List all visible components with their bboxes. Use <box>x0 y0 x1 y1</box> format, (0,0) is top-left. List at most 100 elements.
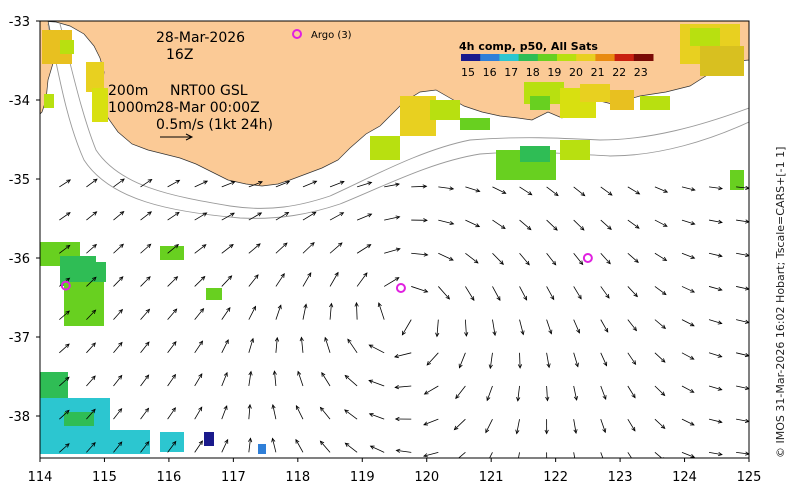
current-vector-head <box>632 460 635 464</box>
current-vector-head <box>257 212 263 217</box>
current-vector-head <box>344 374 350 380</box>
lat-tick-label: -36 <box>9 252 30 267</box>
current-vector-head <box>252 305 256 311</box>
current-vector <box>402 319 412 336</box>
current-vector <box>459 352 466 368</box>
current-vector-head <box>576 328 581 334</box>
current-vector-head <box>202 212 208 217</box>
current-vector-head <box>394 277 400 282</box>
current-vector <box>708 252 723 257</box>
argo-float-markers <box>60 253 593 294</box>
current-vector-head <box>603 361 608 367</box>
current-vector <box>194 407 203 420</box>
current-vector <box>86 342 96 354</box>
current-vector <box>394 352 412 358</box>
current-vector-head <box>690 187 696 192</box>
current-vector <box>438 219 454 225</box>
current-vector-head <box>223 405 228 410</box>
current-vector-head <box>92 211 98 216</box>
current-vector <box>546 186 559 196</box>
current-vector <box>546 352 550 368</box>
current-vector-head <box>198 440 203 446</box>
current-vector-head <box>146 276 151 281</box>
current-vector <box>573 219 585 231</box>
current-vector-head <box>717 353 723 358</box>
current-vector <box>654 418 666 429</box>
current-vector-head <box>578 260 584 266</box>
current-vector-head <box>689 388 695 393</box>
current-vector <box>329 212 344 221</box>
current-vector-head <box>377 302 382 308</box>
current-vector <box>194 180 208 188</box>
current-vector <box>465 186 480 192</box>
sst-colorbar-swatches <box>461 54 654 61</box>
current-vector-head <box>486 461 489 465</box>
current-vector <box>384 248 401 254</box>
current-vector-head <box>147 211 152 216</box>
current-vector <box>573 419 577 434</box>
current-vector <box>489 352 493 369</box>
current-vector-head <box>455 394 460 400</box>
current-vector-head <box>660 424 666 430</box>
current-vector <box>654 219 668 227</box>
current-vector <box>519 186 532 196</box>
current-vector-head <box>423 218 428 223</box>
current-vector <box>573 286 582 300</box>
current-vector-head <box>631 426 636 432</box>
current-vector-head <box>662 222 668 227</box>
current-vector <box>600 286 610 299</box>
current-vectors <box>59 178 749 467</box>
current-vector-head <box>311 211 317 216</box>
current-vector <box>248 274 259 287</box>
sst-colorbar-tick: 21 <box>591 66 605 79</box>
current-vector-head <box>475 188 481 193</box>
current-vector-head <box>118 308 123 314</box>
current-vector-head <box>295 404 300 410</box>
current-vector <box>489 452 493 458</box>
sst-patches <box>40 24 744 454</box>
argo-legend-label: Argo (3) <box>311 30 352 41</box>
current-vector <box>627 385 636 398</box>
current-vector <box>627 219 640 229</box>
current-vector-head <box>230 212 235 217</box>
current-vector-head <box>117 441 123 447</box>
sst-colorbar-swatch <box>614 54 635 61</box>
current-vector <box>654 186 668 193</box>
current-vector-head <box>458 363 463 369</box>
current-vector-head <box>118 341 123 347</box>
current-vector-head <box>690 254 696 259</box>
current-vector <box>86 309 96 320</box>
current-vector <box>356 182 372 188</box>
sst-colorbar-title: 4h comp, p50, All Sats <box>459 40 598 53</box>
sst-colorbar-tick: 20 <box>569 66 583 79</box>
current-vector-head <box>527 191 533 196</box>
current-vector-head <box>499 260 504 265</box>
current-vector-head <box>453 425 459 431</box>
current-vector <box>167 244 179 254</box>
current-vector <box>736 186 749 189</box>
current-vector-head <box>368 379 374 384</box>
current-vector <box>59 410 70 420</box>
current-vector-head <box>297 370 302 376</box>
current-vector <box>492 252 504 265</box>
current-vector <box>423 418 439 426</box>
latitude-axis: -33 -34 -35 -36 -37 -38 <box>9 15 40 425</box>
lat-tick-label: -34 <box>9 94 30 109</box>
current-vector <box>424 385 439 395</box>
current-vector-head <box>203 180 209 185</box>
lon-tick-label: 122 <box>543 470 568 485</box>
current-vector-head <box>65 310 70 315</box>
current-vector <box>654 286 667 295</box>
current-vector-head <box>367 213 373 218</box>
current-vector-head <box>295 438 300 444</box>
current-vector-head <box>516 463 519 467</box>
current-vector-head <box>172 341 177 346</box>
current-vector <box>167 341 177 354</box>
current-vector <box>492 286 501 301</box>
sst-colorbar-tick: 17 <box>504 66 518 79</box>
current-vector-head <box>475 223 481 228</box>
current-vector <box>221 275 232 287</box>
current-vector-head <box>199 307 205 313</box>
current-vector <box>140 211 152 221</box>
current-vector <box>113 276 124 287</box>
